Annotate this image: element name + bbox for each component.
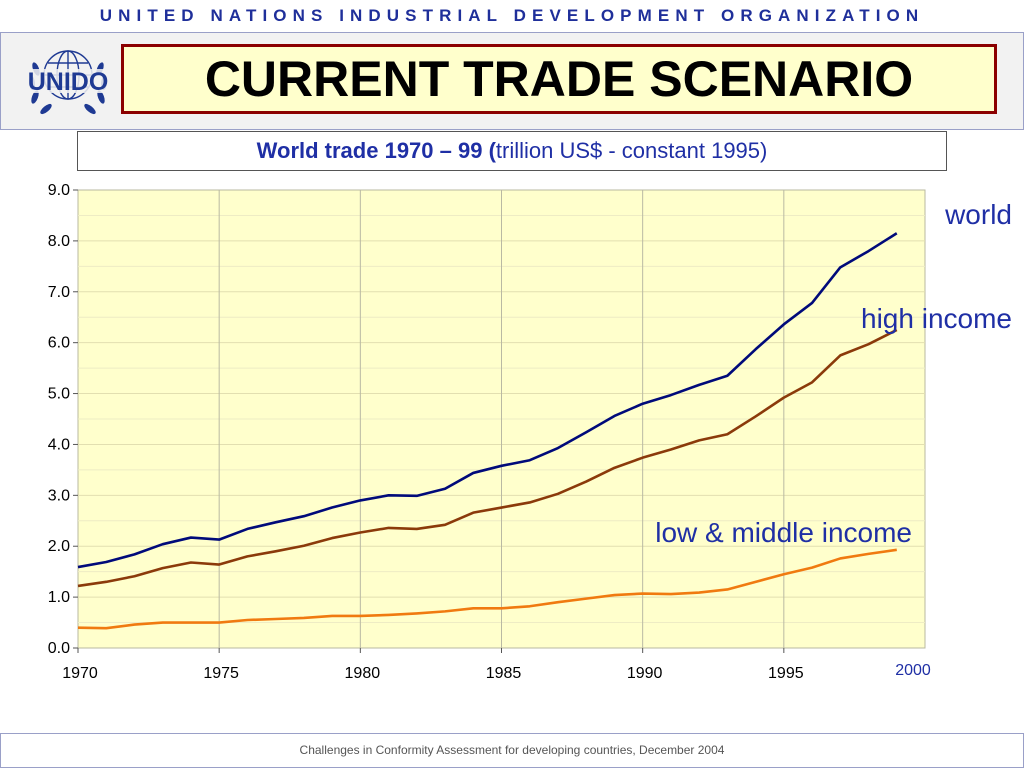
y-tick-label: 6.0	[48, 335, 70, 352]
header-band: UNIDO CURRENT TRADE SCENARIO	[0, 32, 1024, 130]
chart-subtitle: World trade 1970 – 99 (trillion US$ - co…	[77, 131, 947, 171]
x-tick-label: 1980	[345, 665, 381, 682]
grid-lines	[78, 190, 925, 648]
series-line-high-income	[77, 328, 898, 588]
series-label-low-middle-income: low & middle income	[655, 517, 912, 548]
slide-title: CURRENT TRADE SCENARIO	[121, 44, 997, 114]
series-line-low-middle-income	[77, 548, 897, 630]
unido-logo: UNIDO	[25, 50, 111, 115]
y-tick-label: 5.0	[48, 386, 70, 403]
y-axis: 0.0 1.0 2.0 3.0 4.0 5.0 6.0 7.0 8.0 9.0	[48, 182, 78, 657]
logo-text: UNIDO	[28, 68, 109, 96]
series-label-world: world	[944, 199, 1012, 230]
y-tick-label: 2.0	[48, 538, 70, 555]
series-label-high-income: high income	[861, 303, 1012, 334]
y-tick-label: 0.0	[48, 640, 70, 657]
y-tick-label: 1.0	[48, 589, 70, 606]
series-labels: world high income low & middle income	[655, 199, 1012, 548]
x-tick-label: 1990	[627, 665, 663, 682]
trade-line-chart: 0.01.02.03.04.05.06.07.08.09.0 1970 1975 1…	[48, 182, 1012, 682]
organization-name: UNITED NATIONS INDUSTRIAL DEVELOPMENT OR…	[99, 6, 925, 25]
x-tick-label: 1975	[203, 665, 239, 682]
y-tick-label: 4.0	[48, 436, 70, 453]
x-tick-label: 1995	[768, 665, 804, 682]
x-tick-label: 1985	[486, 665, 522, 682]
footer: Challenges in Conformity Assessment for …	[0, 733, 1024, 768]
x-axis: 1970 1975 1980 1985 1990 1995 2000	[62, 648, 931, 682]
series-lines	[77, 232, 898, 630]
x-end-label: 2000	[895, 662, 931, 679]
y-tick-label: 9.0	[48, 182, 70, 199]
y-tick-label: 8.0	[48, 233, 70, 250]
y-tick-label: 3.0	[48, 487, 70, 504]
subtitle-bold: World trade 1970 – 99 (	[256, 138, 496, 163]
x-tick-label: 1970	[62, 665, 98, 682]
y-tick-label: 7.0	[48, 284, 70, 301]
series-line-world	[77, 232, 898, 569]
subtitle-unit: trillion US$ - constant 1995)	[495, 138, 768, 163]
